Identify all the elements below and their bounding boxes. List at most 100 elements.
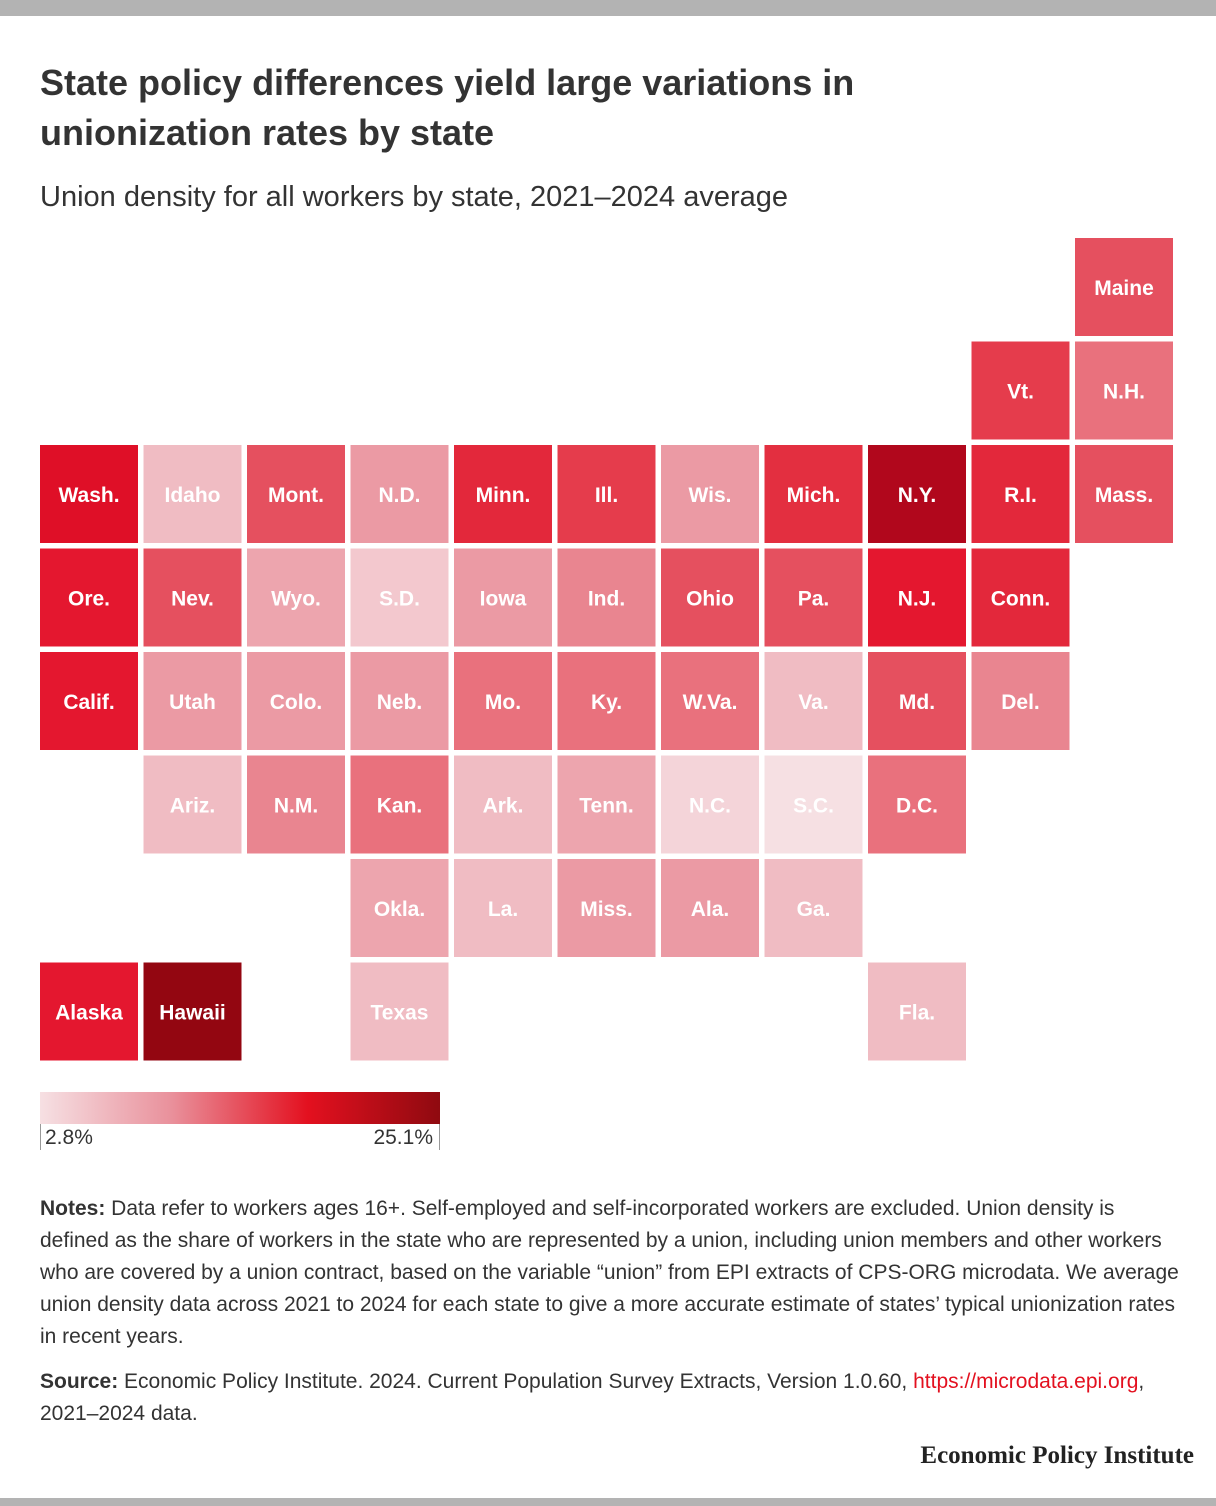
state-tile-rect — [764, 755, 863, 854]
state-tile-rect — [971, 548, 1070, 647]
state-tile-rect — [40, 652, 138, 750]
state-tile-label: Texas — [371, 1002, 429, 1025]
state-tile-la: La. — [454, 859, 552, 957]
state-tile-calif: Calif. — [40, 652, 138, 750]
state-tile-label: N.M. — [274, 795, 318, 818]
state-tile-conn: Conn. — [971, 548, 1070, 647]
legend-max-tick — [439, 1124, 440, 1150]
state-tile-rect — [1075, 238, 1173, 336]
state-tile-colo: Colo. — [247, 652, 345, 750]
state-tile-label: N.C. — [689, 795, 731, 818]
state-tile-s-d: S.D. — [350, 548, 449, 647]
state-tile-wash: Wash. — [40, 445, 138, 543]
state-tile-hawaii: Hawaii — [143, 962, 242, 1061]
state-tile-miss: Miss. — [557, 859, 656, 957]
state-tile-alaska: Alaska — [40, 962, 138, 1061]
state-tile-label: Vt. — [1007, 381, 1034, 404]
state-tile-rect — [143, 652, 242, 750]
state-tile-n-h: N.H. — [1075, 341, 1173, 440]
state-tile-label: Wyo. — [271, 588, 321, 611]
state-tile-label: Mont. — [268, 484, 324, 507]
source-link[interactable]: https://microdata.epi.org — [913, 1370, 1139, 1393]
state-tile-okla: Okla. — [350, 859, 449, 957]
state-tile-rect — [40, 548, 138, 647]
state-tile-rect — [454, 859, 552, 957]
state-tile-rect — [661, 445, 759, 543]
state-tile-vt: Vt. — [971, 341, 1070, 440]
state-tile-rect — [764, 652, 863, 750]
state-tile-rect — [764, 445, 863, 543]
state-tile-rect — [247, 548, 345, 647]
state-tile-mass: Mass. — [1075, 445, 1173, 543]
legend-gradient-bar — [40, 1092, 440, 1124]
state-tile-rect — [40, 962, 138, 1061]
state-tile-label: Mass. — [1095, 484, 1153, 507]
state-tile-minn: Minn. — [454, 445, 552, 543]
state-tile-wis: Wis. — [661, 445, 759, 543]
state-tile-ind: Ind. — [557, 548, 656, 647]
state-tile-w-va: W.Va. — [661, 652, 759, 750]
state-tile-rect — [764, 859, 863, 957]
state-tile-rect — [868, 755, 966, 854]
state-tile-label: Ga. — [797, 898, 831, 921]
state-tile-rect — [247, 652, 345, 750]
state-tile-label: Conn. — [991, 588, 1050, 611]
source-tail: , 2021–2024 data. — [40, 1370, 1145, 1425]
state-tile-label: Utah — [169, 691, 216, 714]
state-tile-rect — [350, 755, 449, 854]
state-tile-ky: Ky. — [557, 652, 656, 750]
state-tile-ala: Ala. — [661, 859, 759, 957]
state-tile-label: Ore. — [68, 588, 110, 611]
state-tile-rect — [868, 652, 966, 750]
state-tile-label: Del. — [1001, 691, 1040, 714]
state-tile-rect — [454, 445, 552, 543]
state-tile-rect — [143, 548, 242, 647]
state-tile-label: S.C. — [793, 795, 834, 818]
state-tile-label: Hawaii — [159, 1002, 226, 1025]
state-tile-rect — [454, 652, 552, 750]
notes-lead: Notes: — [40, 1197, 106, 1220]
state-tile-rect — [454, 755, 552, 854]
state-tile-label: R.I. — [1004, 484, 1037, 507]
state-tile-mo: Mo. — [454, 652, 552, 750]
state-tile-label: Idaho — [165, 484, 221, 507]
state-tile-label: S.D. — [379, 588, 420, 611]
state-tile-ga: Ga. — [764, 859, 863, 957]
state-tile-label: D.C. — [896, 795, 938, 818]
state-tile-label: Ohio — [686, 588, 734, 611]
bottom-border-bar — [0, 1498, 1216, 1506]
state-tile-label: Calif. — [63, 691, 114, 714]
chart-subtitle: Union density for all workers by state, … — [40, 181, 788, 213]
state-tile-n-c: N.C. — [661, 755, 759, 854]
state-tile-rect — [350, 445, 449, 543]
state-tile-rect — [557, 859, 656, 957]
state-tile-del: Del. — [971, 652, 1070, 750]
state-tile-rect — [661, 652, 759, 750]
state-tile-nev: Nev. — [143, 548, 242, 647]
state-tile-rect — [971, 652, 1070, 750]
state-tile-label: Ill. — [595, 484, 618, 507]
state-tile-rect — [764, 548, 863, 647]
top-border-bar — [0, 0, 1216, 16]
state-tile-idaho: Idaho — [143, 445, 242, 543]
state-tile-ohio: Ohio — [661, 548, 759, 647]
state-tile-rect — [40, 445, 138, 543]
state-tile-pa: Pa. — [764, 548, 863, 647]
legend-min-tick — [40, 1124, 41, 1150]
state-tile-label: Tenn. — [579, 795, 633, 818]
source-lead: Source: — [40, 1370, 119, 1393]
state-tile-ark: Ark. — [454, 755, 552, 854]
state-tile-label: La. — [488, 898, 518, 921]
state-tile-n-m: N.M. — [247, 755, 345, 854]
state-tile-rect — [868, 548, 966, 647]
state-tile-neb: Neb. — [350, 652, 449, 750]
state-tile-rect — [868, 962, 966, 1061]
state-tile-label: Ariz. — [170, 795, 216, 818]
state-tile-rect — [557, 652, 656, 750]
state-tile-d-c: D.C. — [868, 755, 966, 854]
state-tile-label: Nev. — [171, 588, 214, 611]
state-tile-va: Va. — [764, 652, 863, 750]
state-tile-rect — [971, 341, 1070, 440]
legend-min-label: 2.8% — [45, 1126, 93, 1149]
state-tile-label: N.J. — [898, 588, 937, 611]
